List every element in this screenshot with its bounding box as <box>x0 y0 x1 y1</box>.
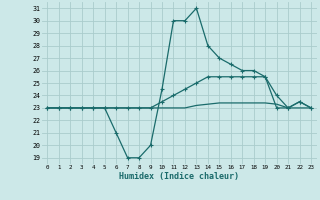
X-axis label: Humidex (Indice chaleur): Humidex (Indice chaleur) <box>119 172 239 181</box>
